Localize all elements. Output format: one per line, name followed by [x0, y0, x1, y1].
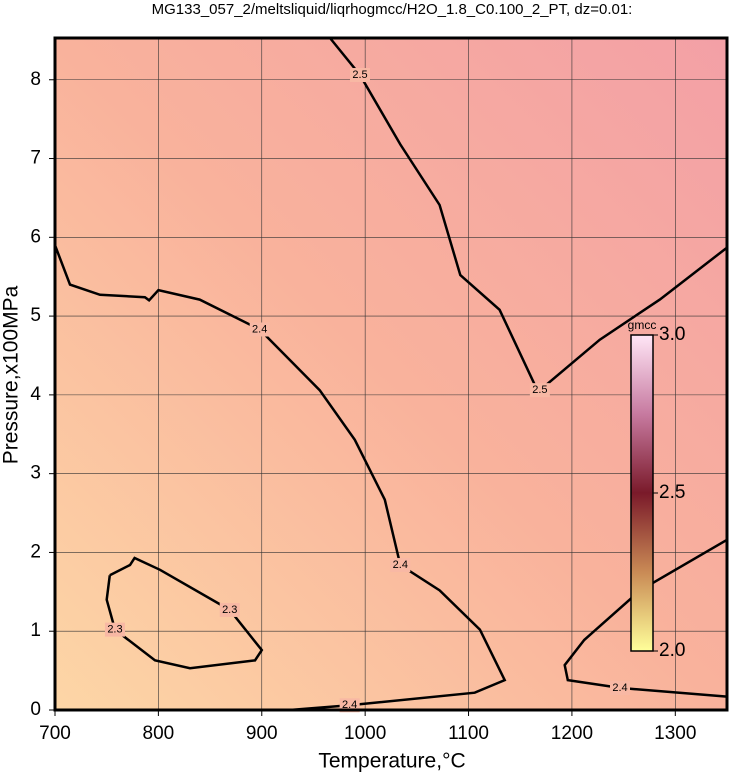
x-tick-label: 1300 [654, 723, 696, 744]
contour-label-bg [219, 602, 240, 617]
contour-label-bg [390, 558, 411, 573]
colorbar-tick-label: 3.0 [659, 324, 685, 345]
y-tick-label: 5 [30, 305, 41, 326]
colorbar-tick-label: 2.5 [659, 482, 685, 503]
contour-label: 2.4 [252, 323, 267, 335]
y-tick-label: 7 [30, 148, 41, 169]
contour-label: 2.3 [107, 624, 122, 636]
y-tick-label: 1 [30, 620, 41, 641]
x-tick-label: 1100 [448, 723, 489, 744]
contour-line [53, 244, 507, 712]
y-tick-label: 6 [30, 226, 41, 247]
plot-frame [53, 36, 729, 712]
y-tick-label: 3 [30, 463, 41, 484]
chart-title: MG133_057_2/meltsliquid/liqrhogmcc/H2O_1… [152, 1, 633, 18]
contour-label-bg [249, 322, 270, 337]
contour-label-bg [349, 68, 370, 83]
contour-label: 2.4 [393, 559, 408, 571]
contour-label-bg [609, 680, 630, 695]
contour-label: 2.5 [352, 69, 367, 81]
x-tick-label: 700 [39, 723, 71, 744]
y-tick-label: 0 [30, 699, 41, 720]
x-tick-label: 900 [246, 723, 278, 744]
colorbar-label: gmcc [628, 318, 657, 332]
colorbar [630, 334, 654, 652]
y-tick-label: 8 [30, 69, 41, 90]
x-tick-label: 1000 [344, 723, 386, 744]
x-axis-label: Temperature,°C [318, 750, 465, 773]
x-tick-label: 800 [143, 723, 175, 744]
y-axis-label: Pressure,x100MPa [0, 285, 23, 464]
contour-label-bg [104, 622, 125, 637]
contour-label: 2.3 [222, 604, 237, 616]
colorbar-tick-label: 2.0 [659, 640, 685, 661]
contour-label: 2.5 [532, 384, 547, 396]
contour-label-bg [529, 383, 550, 398]
contour-label: 2.4 [612, 682, 627, 694]
x-tick-label: 1200 [551, 723, 593, 744]
contour-label: 2.4 [342, 699, 357, 711]
plot-area [55, 38, 727, 710]
y-tick-label: 2 [30, 541, 41, 562]
contour-line [329, 37, 728, 392]
y-tick-label: 4 [30, 384, 41, 405]
